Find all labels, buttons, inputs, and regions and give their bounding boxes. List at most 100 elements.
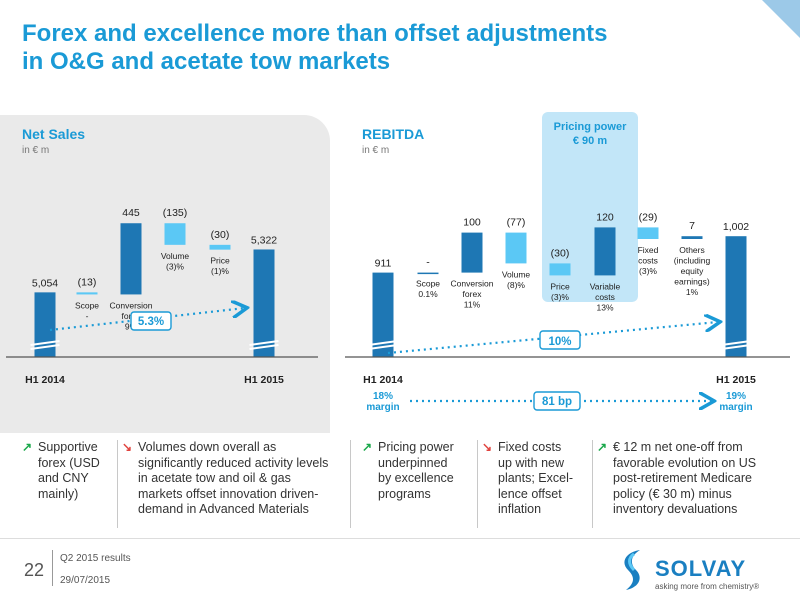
margin-end-label: margin: [719, 402, 752, 413]
rebitda-value-label: 911: [375, 258, 392, 270]
margin-callout-label: 81 bp: [542, 396, 572, 408]
rebitda-category-label: H1 2014: [363, 374, 403, 386]
net-sales-value-label: 5,322: [251, 234, 277, 246]
bullet-line: underpinned: [378, 455, 448, 470]
rebitda-bar: [417, 272, 439, 275]
rebitda-category-label: 11%: [464, 300, 481, 310]
rebitda-category-label: (3)%: [551, 292, 569, 302]
net-sales-category-label: H1 2014: [25, 374, 65, 386]
bullet-item: ↗ Supportive forex (USD and CNY mainly): [22, 440, 100, 502]
rebitda-value-label: 100: [463, 217, 481, 229]
bullet-line: demand in Advanced Materials: [138, 502, 309, 516]
bullet-line: favorable evolution on US: [613, 455, 757, 470]
bullet-line: € 12 m net one-off from: [613, 440, 743, 454]
rebitda-category-label: forex: [463, 289, 483, 299]
net-sales-bar: [76, 292, 98, 295]
page-number-bar: [52, 550, 53, 586]
bullet-line: plants; Excel-: [498, 471, 574, 485]
rebitda-value-label: -: [426, 257, 430, 269]
rebitda-value-label: 120: [596, 211, 614, 223]
net-sales-axis-break: [249, 344, 279, 350]
rebitda-axis-break: [368, 344, 398, 350]
bullet-line: inventory devaluations: [613, 502, 738, 516]
commentary-bullets: ↗ Supportive forex (USD and CNY mainly) ↘ Volu…: [0, 440, 800, 530]
net-sales-category-label: Volume: [161, 251, 190, 261]
bullet-divider: [117, 440, 118, 528]
rebitda-category-label: Scope: [416, 279, 440, 289]
rebitda-title: REBITDA: [362, 126, 425, 142]
solvay-logo-text: SOLVAY: [655, 556, 747, 581]
page-number: 22: [24, 560, 45, 580]
net-sales-bar: [253, 249, 275, 357]
net-sales-category-label: Scope: [75, 300, 99, 310]
bullet-line: Pricing power: [378, 440, 454, 454]
arrow-up-icon: ↗: [362, 440, 373, 454]
rebitda-bar: [725, 236, 747, 357]
net-sales-bar: [209, 244, 231, 250]
arrow-up-icon: ↗: [22, 440, 33, 454]
solvay-tagline: asking more from chemistry®: [655, 582, 760, 591]
rebitda-category-label: equity: [681, 266, 704, 276]
rebitda-category-label: (including: [674, 256, 711, 266]
bullet-line: inflation: [498, 502, 542, 516]
rebitda-category-label: 1%: [686, 287, 699, 297]
rebitda-category-label: Others: [679, 245, 705, 255]
rebitda-growth-arrow: [387, 322, 718, 355]
bullet-line: up with new: [498, 455, 565, 470]
arrow-down-icon: ↘: [482, 440, 493, 454]
footer-report: Q2 2015 results: [60, 553, 131, 564]
rebitda-category-label: H1 2015: [716, 374, 756, 386]
bullet-item: ↘ Fixed costs up with new plants; Excel-len…: [482, 440, 573, 518]
bullet-line: post-retirement Medicare: [613, 471, 752, 485]
rebitda-category-label: Conversion: [451, 279, 494, 289]
rebitda-category-label: costs: [595, 292, 615, 302]
rebitda-bar: [549, 263, 571, 276]
rebitda-bar: [372, 272, 394, 357]
rebitda-category-label: Price: [550, 281, 570, 291]
rebitda-category-label: 13%: [596, 302, 613, 312]
bullet-line: and CNY: [38, 471, 89, 485]
rebitda-axis-break: [721, 344, 751, 350]
net-sales-category-label: Price: [210, 256, 230, 266]
rebitda-value-label: (77): [507, 217, 526, 229]
bullet-divider: [592, 440, 593, 528]
bullet-divider: [477, 440, 478, 528]
rebitda-bar: [681, 236, 703, 239]
net-sales-category-label: H1 2015: [244, 374, 284, 386]
bullet-item: ↗ € 12 m net one-off from favorable evolut…: [597, 440, 756, 518]
rebitda-value-label: 1,002: [723, 221, 749, 233]
rebitda-category-label: Variable: [590, 281, 621, 291]
rebitda-category-label: (8)%: [507, 280, 525, 290]
rebitda-growth-box: [539, 330, 581, 350]
rebitda-bar: [637, 227, 659, 239]
net-sales-value-label: (135): [163, 207, 188, 219]
rebitda-category-label: Volume: [502, 269, 531, 279]
net-sales-axis-break: [30, 340, 60, 346]
net-sales-panel: [0, 115, 330, 433]
footer-divider: [0, 538, 800, 539]
net-sales-growth-label: 5.3%: [138, 316, 164, 328]
bullet-line: lence offset: [498, 486, 562, 501]
corner-accent: [762, 0, 800, 38]
pricing-power-line1: Pricing power: [553, 121, 627, 133]
rebitda-value-label: 7: [689, 220, 695, 232]
net-sales-axis-break: [249, 340, 279, 346]
net-sales-title: Net Sales: [22, 126, 86, 142]
net-sales-bar: [164, 223, 186, 245]
rebitda-bar: [461, 232, 483, 273]
bullet-line: markets offset innovation driven-: [138, 486, 319, 501]
net-sales-value-label: (13): [78, 276, 97, 288]
net-sales-growth-box: [130, 311, 172, 331]
bullet-line: significantly reduced activity levels: [138, 455, 329, 470]
bullet-line: Volumes down overall as: [138, 440, 277, 454]
rebitda-bar: [594, 227, 616, 276]
solvay-logo-icon: [624, 550, 640, 590]
rebitda-category-label: earnings): [674, 277, 710, 287]
rebitda-value-label: (29): [639, 211, 658, 223]
rebitda-value-label: (30): [551, 247, 570, 259]
rebitda-axis-break: [721, 340, 751, 346]
net-sales-category-label: (3)%: [166, 261, 184, 271]
bullet-line: Supportive: [38, 440, 98, 454]
margin-start-value: 18%: [373, 391, 393, 402]
arrow-up-icon: ↗: [597, 440, 608, 454]
